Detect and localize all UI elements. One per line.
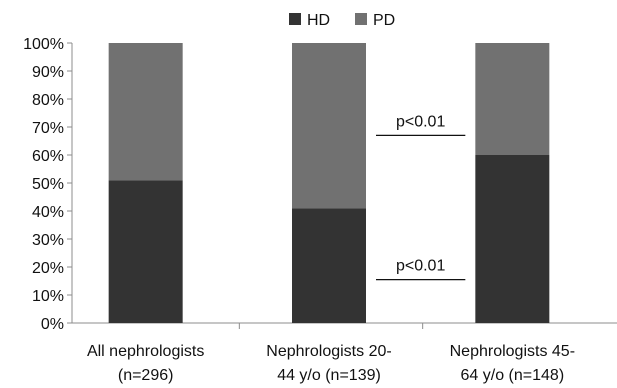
significance-label: p<0.01: [396, 113, 445, 130]
y-tick-label: 30%: [32, 232, 64, 249]
bars: [108, 43, 550, 323]
bar-segment-pd: [292, 43, 366, 209]
bar-segment-pd: [475, 43, 550, 155]
legend-swatch-pd: [355, 13, 367, 25]
legend: HD PD: [289, 12, 395, 29]
x-category-label: Nephrologists 45-64 y/o (n=148): [450, 343, 575, 384]
y-tick-label: 40%: [32, 204, 64, 221]
bar-segment-hd: [475, 155, 550, 323]
legend-label-pd: PD: [373, 12, 395, 29]
y-tick-label: 20%: [32, 260, 64, 277]
y-axis: 0% 10% 20% 30% 40% 50% 60% 70% 80% 90% 100%: [23, 36, 73, 333]
y-tick-label: 10%: [32, 288, 64, 305]
y-tick-label: 70%: [32, 120, 64, 137]
legend-swatch-hd: [289, 13, 301, 25]
significance-label: p<0.01: [396, 258, 445, 275]
bar-segment-hd: [292, 208, 366, 323]
y-tick-label: 90%: [32, 64, 64, 81]
y-tick-label: 80%: [32, 92, 64, 109]
x-category-label: Nephrologists 20-44 y/o (n=139): [266, 343, 391, 384]
bar-segment-hd: [108, 180, 183, 323]
x-axis: All nephrologists (n=296) Nephrologists 20…: [72, 322, 617, 384]
y-tick-label: 50%: [32, 176, 64, 193]
y-tick-label: 0%: [41, 316, 64, 333]
x-category-label: All nephrologists (n=296): [87, 343, 204, 384]
bar-segment-pd: [108, 43, 183, 181]
y-tick-label: 100%: [23, 36, 64, 53]
y-tick-label: 60%: [32, 148, 64, 165]
annotations: p<0.01 p<0.01: [376, 113, 466, 281]
legend-label-hd: HD: [307, 12, 330, 29]
